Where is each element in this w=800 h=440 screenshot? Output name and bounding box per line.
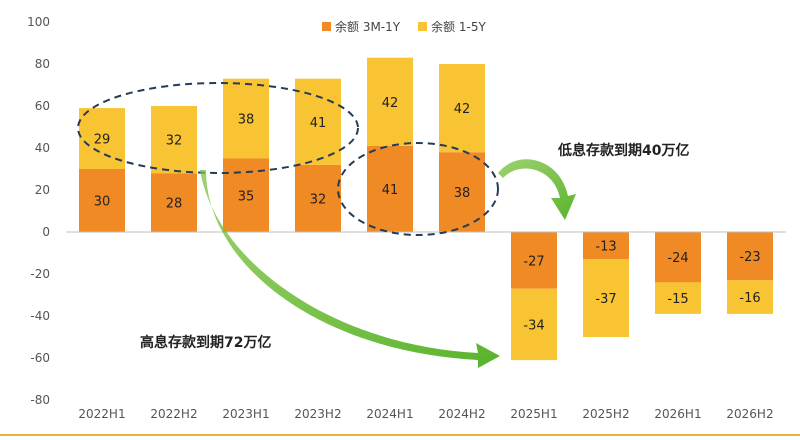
x-tick-label: 2023H1 <box>222 407 269 421</box>
y-tick-label: 80 <box>35 57 50 71</box>
x-tick-label: 2026H2 <box>726 407 773 421</box>
y-tick-label: -40 <box>30 309 50 323</box>
y-tick-label: 20 <box>35 183 50 197</box>
bar-value-label: -27 <box>523 254 544 269</box>
bars <box>79 57 773 361</box>
bar-value-label: -15 <box>667 292 688 307</box>
legend-swatch-3m-1y <box>322 22 331 31</box>
low-rate-annotation: 低息存款到期40万亿 <box>558 143 690 159</box>
bar-value-label: 41 <box>382 183 399 198</box>
x-axis: 2022H1 2022H2 2023H1 2023H2 2024H1 2024H2 2025… <box>66 231 786 421</box>
x-tick-label: 2022H2 <box>150 407 197 421</box>
y-tick-label: 40 <box>35 141 50 155</box>
legend-label-1-5y: 余额 1-5Y <box>431 20 486 34</box>
legend: 余额 3M-1Y 余额 1-5Y <box>322 18 486 35</box>
high-rate-annotation: 高息存款到期72万亿 <box>140 335 272 351</box>
bar-segment <box>151 173 197 232</box>
bar-data-labels: 30 29 28 32 35 38 32 41 41 42 38 42 -27 -34 -13 -37 -24 -… <box>94 96 761 334</box>
bar-segment <box>79 169 125 232</box>
x-tick-label: 2024H2 <box>438 407 485 421</box>
x-tick-label: 2026H1 <box>654 407 701 421</box>
bar-value-label: 28 <box>166 197 183 212</box>
bar-value-label: 38 <box>454 186 471 201</box>
bar-segment <box>295 164 341 232</box>
x-tick-label: 2024H1 <box>366 407 413 421</box>
y-axis-labels: 100 80 60 40 20 0 -20 -40 -60 -80 <box>27 15 50 407</box>
low-rate-ellipse <box>337 142 499 236</box>
bar-segment <box>583 259 629 337</box>
bar-segment <box>151 106 197 174</box>
bar-segment <box>655 282 701 314</box>
bar-segment <box>367 57 413 146</box>
bar-value-label: -24 <box>667 251 688 266</box>
annotation-shapes <box>77 82 576 368</box>
bar-value-label: 29 <box>94 133 111 148</box>
y-tick-label: -80 <box>30 393 50 407</box>
bar-value-label: -37 <box>595 292 616 307</box>
bottom-rule <box>0 434 800 436</box>
y-tick-label: 60 <box>35 99 50 113</box>
bar-segment <box>439 64 485 153</box>
bar-segment <box>223 78 269 159</box>
y-tick-label: -60 <box>30 351 50 365</box>
bar-value-label: -23 <box>739 250 760 265</box>
legend-item-3m-1y: 余额 3M-1Y <box>322 18 400 35</box>
x-tick-label: 2025H1 <box>510 407 557 421</box>
bar-value-label: -16 <box>739 291 760 306</box>
y-tick-label: 0 <box>42 225 50 239</box>
bar-segment <box>727 280 773 314</box>
bar-value-label: 38 <box>238 113 255 128</box>
low-rate-arrow <box>498 159 576 220</box>
x-tick-label: 2023H2 <box>294 407 341 421</box>
bar-value-label: 32 <box>166 134 183 149</box>
bar-value-label: 35 <box>238 189 255 204</box>
legend-label-3m-1y: 余额 3M-1Y <box>335 20 401 34</box>
bar-value-label: -13 <box>595 240 616 255</box>
bar-segment <box>295 78 341 165</box>
high-rate-arrow <box>200 170 500 368</box>
x-tick-label: 2022H1 <box>78 407 125 421</box>
legend-item-1-5y: 余额 1-5Y <box>418 18 486 35</box>
bar-value-label: 42 <box>454 102 471 117</box>
bar-value-label: 30 <box>94 195 111 210</box>
bar-segment <box>655 232 701 283</box>
bar-segment <box>511 232 557 289</box>
bar-segment <box>511 288 557 361</box>
bar-segment <box>583 232 629 260</box>
bar-segment <box>727 232 773 281</box>
bar-value-label: 41 <box>310 116 327 131</box>
bar-segment <box>367 145 413 232</box>
bar-value-label: 42 <box>382 96 399 111</box>
bar-value-label: 32 <box>310 192 327 207</box>
x-tick-label: 2025H2 <box>582 407 629 421</box>
legend-swatch-1-5y <box>418 22 428 31</box>
y-tick-label: 100 <box>27 15 50 29</box>
bar-value-label: -34 <box>523 318 544 333</box>
y-tick-label: -20 <box>30 267 50 281</box>
